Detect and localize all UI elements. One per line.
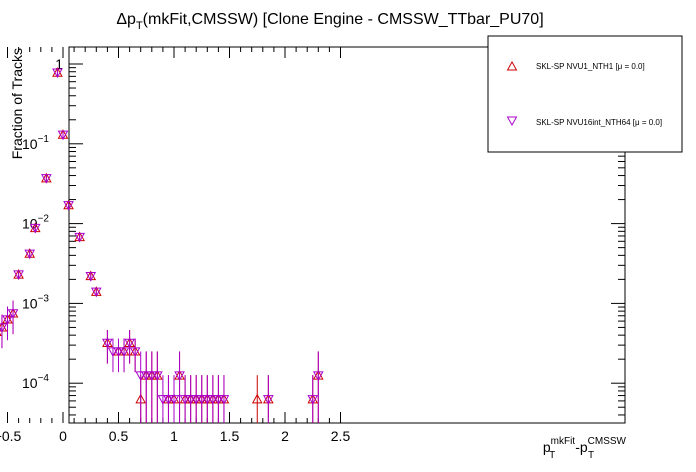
y-tick-label: 1 [55, 56, 63, 72]
point-series-2 [174, 371, 185, 381]
point-series-2 [218, 395, 230, 405]
point-series-2 [185, 395, 196, 405]
point-series-2 [157, 395, 169, 405]
point-series-2 [63, 201, 74, 211]
x-tick-label: 2.5 [331, 428, 351, 444]
y-tick-label: 10−4 [22, 373, 49, 391]
point-series-2 [24, 249, 36, 260]
point-series-2 [263, 395, 274, 405]
point-series-2 [129, 347, 141, 357]
chart-title: ΔpT(mkFit,CMSSW) [Clone Engine - CMSSW_T… [116, 11, 543, 32]
point-series-2 [312, 371, 324, 381]
y-tick-label: 10−3 [22, 293, 49, 311]
point-series-2 [52, 68, 63, 79]
point-series-2 [207, 395, 219, 405]
y-tick-label: 10−2 [22, 214, 49, 232]
point-series-2 [107, 347, 119, 357]
x-tick-label: 1 [170, 428, 178, 444]
point-series-2 [113, 347, 124, 357]
legend: SKL-SP NVU1_NTH1 [μ = 0.0] SKL-SP NVU16i… [487, 35, 683, 153]
point-series-2 [0, 323, 8, 333]
point-series-2 [74, 232, 85, 243]
x-tick-label: 0.5 [109, 428, 129, 444]
point-series-2 [124, 338, 135, 349]
point-series-2 [196, 395, 208, 405]
point-series-2 [85, 271, 97, 282]
point-series-2 [201, 395, 213, 405]
legend-label-series-1: SKL-SP NVU1_NTH1 [μ = 0.0] [536, 62, 645, 71]
legend-label-series-2: SKL-SP NVU16int_NTH64 [μ = 0.0] [536, 118, 662, 127]
y-axis-ticks: 10−4 10−3 10−2 10−1 1 [22, 56, 625, 416]
point-series-2 [118, 347, 130, 357]
x-tick-label: 2 [281, 428, 289, 444]
point-series-2 [90, 287, 102, 298]
point-series-2 [307, 395, 319, 405]
data-points [0, 67, 324, 423]
point-series-2 [213, 395, 224, 405]
point-series-2 [140, 371, 152, 381]
point-series-1 [251, 393, 263, 404]
x-axis-title: pmkFit T-pCMSSW T [543, 436, 627, 461]
point-series-2 [179, 395, 191, 405]
point-series-2 [102, 338, 113, 349]
point-series-2 [13, 270, 24, 281]
point-series-2 [29, 223, 41, 234]
legend-marker-series-2 [506, 116, 518, 127]
legend-box [487, 35, 683, 153]
plot-frame [68, 46, 626, 424]
x-tick-label: 1.5 [220, 428, 240, 444]
y-tick-label: 10−1 [22, 134, 49, 152]
x-tick-label: −0.5 [0, 428, 22, 444]
point-series-2 [57, 130, 69, 141]
x-tick-label: 0 [59, 428, 67, 444]
point-series-2 [163, 395, 174, 405]
point-series-2 [146, 371, 158, 381]
point-series-2 [2, 315, 13, 325]
point-series-2 [152, 371, 163, 381]
point-series-2 [190, 395, 202, 405]
point-series-2 [168, 395, 180, 405]
y-axis-title: Fraction of Tracks [9, 48, 25, 159]
legend-marker-series-1 [506, 60, 518, 71]
point-series-2 [41, 174, 52, 184]
point-series-2 [7, 309, 19, 319]
point-series-2 [135, 371, 147, 381]
